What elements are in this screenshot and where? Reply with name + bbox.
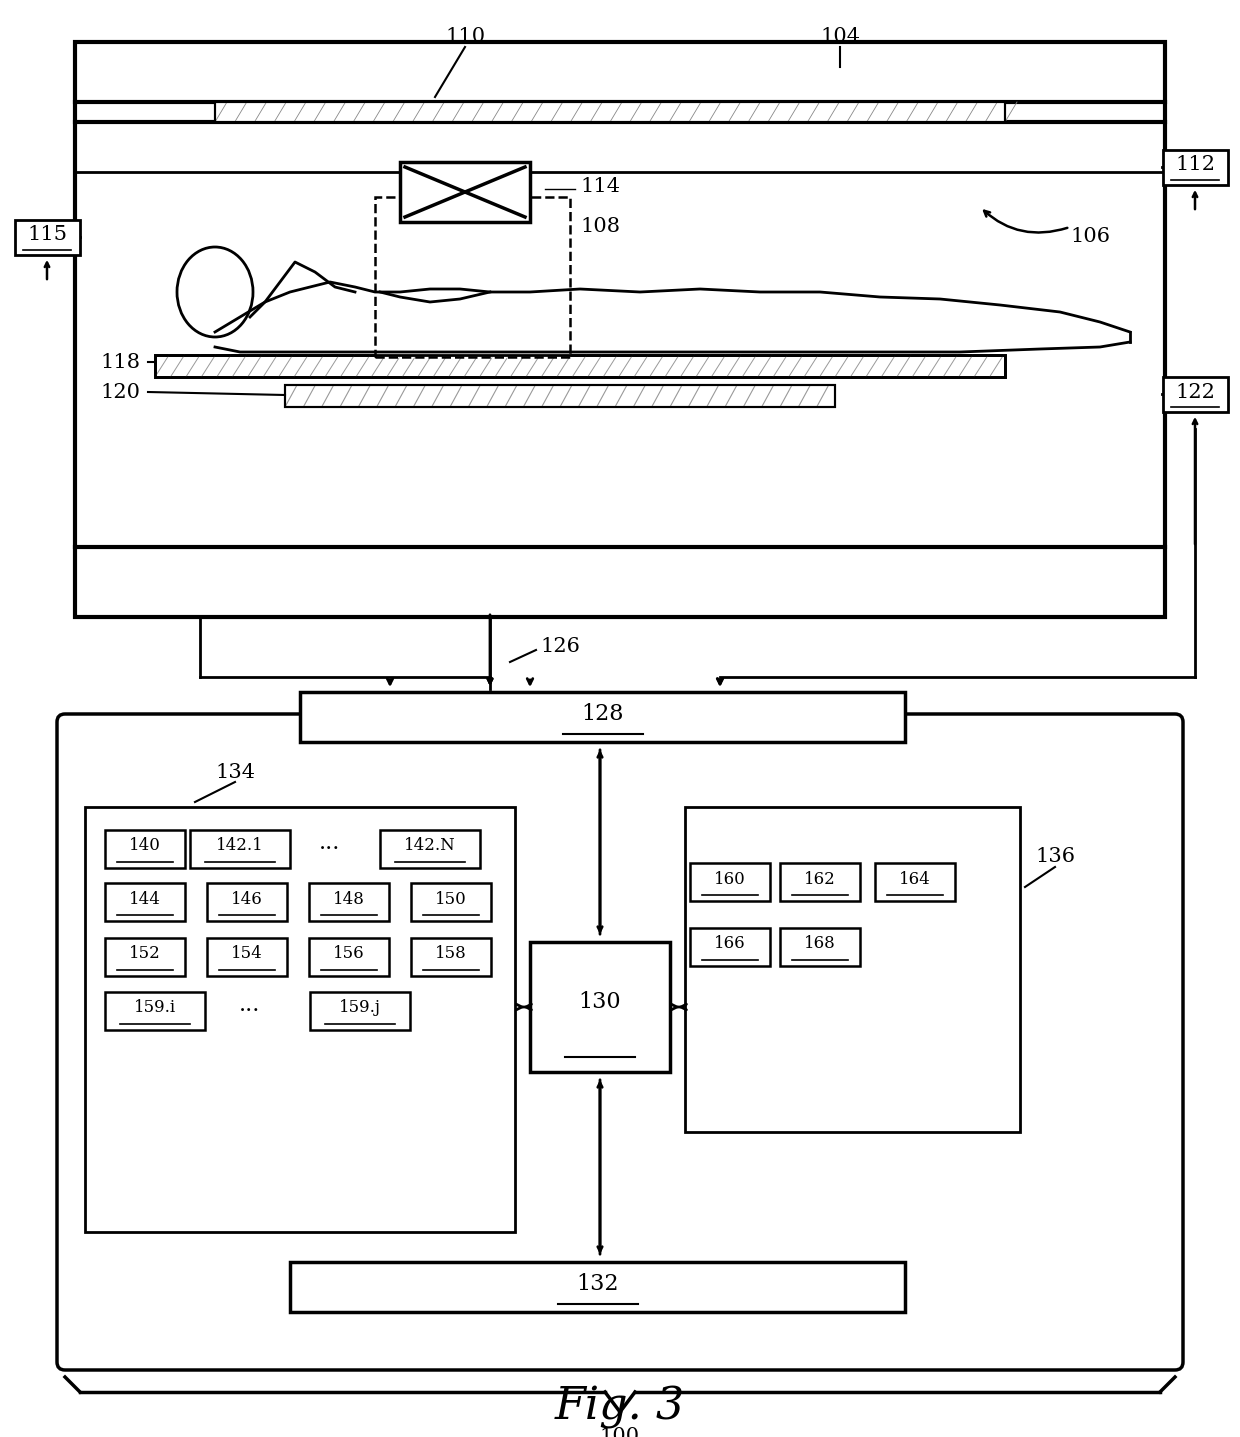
Text: 168: 168 xyxy=(804,935,836,953)
Text: Fig. 3: Fig. 3 xyxy=(554,1385,686,1428)
Text: 104: 104 xyxy=(820,27,861,46)
Bar xyxy=(15,220,79,254)
Bar xyxy=(105,882,185,921)
Text: 164: 164 xyxy=(899,871,931,888)
Text: 114: 114 xyxy=(580,178,620,197)
Bar xyxy=(155,355,1004,376)
Text: 110: 110 xyxy=(445,27,485,46)
Bar xyxy=(875,864,955,901)
Text: 146: 146 xyxy=(231,891,263,908)
Text: 132: 132 xyxy=(577,1273,619,1295)
Bar xyxy=(290,1262,905,1312)
Text: 122: 122 xyxy=(1176,382,1215,401)
Text: 128: 128 xyxy=(582,703,624,726)
Text: 120: 120 xyxy=(100,382,140,401)
Text: 158: 158 xyxy=(435,946,467,963)
Text: 159.i: 159.i xyxy=(134,1000,176,1016)
Text: 154: 154 xyxy=(231,946,263,963)
Bar xyxy=(310,992,410,1030)
Bar xyxy=(74,42,1166,616)
Text: 108: 108 xyxy=(580,217,620,237)
Bar xyxy=(684,808,1021,1132)
Bar xyxy=(529,943,670,1072)
Text: 162: 162 xyxy=(804,871,836,888)
Bar xyxy=(155,355,1004,376)
Bar xyxy=(285,385,835,407)
Bar xyxy=(215,102,1004,122)
Bar xyxy=(105,938,185,976)
Bar xyxy=(309,882,389,921)
Bar xyxy=(215,102,1004,122)
Text: 160: 160 xyxy=(714,871,746,888)
Text: ···: ··· xyxy=(239,1000,260,1022)
Bar xyxy=(1163,149,1228,184)
Bar xyxy=(105,831,185,868)
Text: 126: 126 xyxy=(539,638,580,657)
Bar xyxy=(285,385,835,407)
Bar xyxy=(689,928,770,966)
Text: 150: 150 xyxy=(435,891,467,908)
Bar xyxy=(86,808,515,1232)
Text: 106: 106 xyxy=(1070,227,1110,247)
Bar xyxy=(780,864,861,901)
Text: 118: 118 xyxy=(100,352,140,372)
Bar xyxy=(689,864,770,901)
Text: 166: 166 xyxy=(714,935,745,953)
Text: 148: 148 xyxy=(334,891,365,908)
Bar xyxy=(207,882,286,921)
Text: 100: 100 xyxy=(600,1427,640,1437)
Bar xyxy=(309,938,389,976)
Text: 115: 115 xyxy=(27,226,67,244)
Text: 156: 156 xyxy=(334,946,365,963)
Bar xyxy=(105,992,205,1030)
Text: 130: 130 xyxy=(579,992,621,1013)
Bar xyxy=(410,938,491,976)
Text: 152: 152 xyxy=(129,946,161,963)
Text: 144: 144 xyxy=(129,891,161,908)
Bar xyxy=(300,693,905,741)
Bar xyxy=(410,882,491,921)
Text: 142.1: 142.1 xyxy=(216,838,264,855)
Bar xyxy=(780,928,861,966)
Text: 136: 136 xyxy=(1035,848,1075,867)
Text: 159.j: 159.j xyxy=(339,1000,381,1016)
FancyBboxPatch shape xyxy=(57,714,1183,1369)
Text: 112: 112 xyxy=(1176,155,1215,174)
Bar xyxy=(401,162,529,221)
Bar xyxy=(1163,376,1228,411)
Bar xyxy=(374,197,570,356)
Bar xyxy=(190,831,290,868)
Bar xyxy=(207,938,286,976)
Text: 142.N: 142.N xyxy=(404,838,456,855)
Text: 140: 140 xyxy=(129,838,161,855)
Text: 134: 134 xyxy=(215,763,255,782)
Bar xyxy=(379,831,480,868)
Text: ···: ··· xyxy=(320,838,341,859)
Ellipse shape xyxy=(177,247,253,338)
